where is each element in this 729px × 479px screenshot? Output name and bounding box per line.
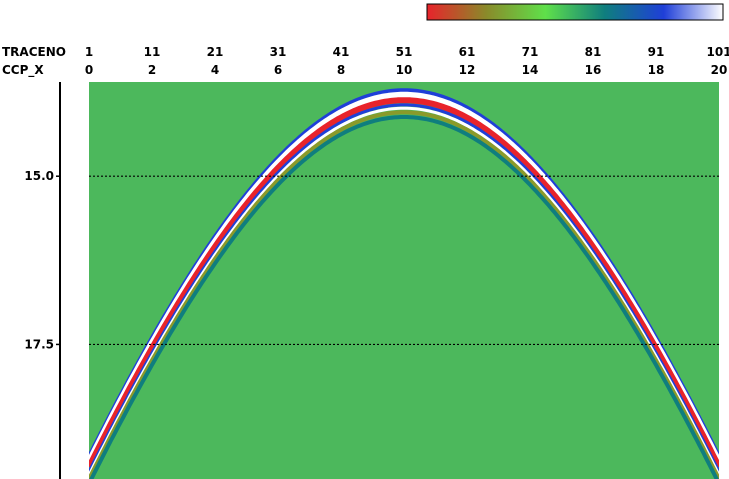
traceno-tick-label: 61 xyxy=(459,45,476,59)
colorbar xyxy=(426,3,724,21)
traceno-tick-label: 21 xyxy=(207,45,224,59)
ccp-x-tick-label: 8 xyxy=(337,63,345,77)
traceno-tick-label: 51 xyxy=(396,45,413,59)
ccp-x-tick-label: 16 xyxy=(585,63,602,77)
y-tick-label: 17.5 xyxy=(24,337,54,351)
ccp-x-tick-label: 18 xyxy=(648,63,665,77)
ccp-x-tick-label: 12 xyxy=(459,63,476,77)
event-band-teal xyxy=(89,115,719,479)
seismic-events xyxy=(89,88,719,479)
traceno-tick-label: 41 xyxy=(333,45,350,59)
event-band-blue-inner xyxy=(89,103,719,473)
grid-lines xyxy=(89,175,719,346)
ccp-x-tick-label: 10 xyxy=(396,63,413,77)
traceno-tick-label: 1 xyxy=(85,45,93,59)
ccp-x-tick-label: 2 xyxy=(148,63,156,77)
plot-background xyxy=(89,82,719,479)
y-tick-labels: 15.0 17.5 xyxy=(24,169,60,351)
event-band-white-inner xyxy=(89,106,719,476)
ccp-x-tick-label: 6 xyxy=(274,63,282,77)
traceno-tick-label: 91 xyxy=(648,45,665,59)
ccp-x-tick-label: 0 xyxy=(85,63,93,77)
traceno-tick-label: 11 xyxy=(144,45,161,59)
ccp-x-tick-label: 14 xyxy=(522,63,539,77)
traceno-tick-label: 101 xyxy=(706,45,729,59)
ccp-x-tick-label: 20 xyxy=(711,63,728,77)
traceno-tick-label: 81 xyxy=(585,45,602,59)
event-band-yellow xyxy=(89,110,719,479)
traceno-tick-label: 71 xyxy=(522,45,539,59)
ccp-x-tick-label: 4 xyxy=(211,63,219,77)
y-tick-label: 15.0 xyxy=(24,169,54,183)
ccpx-axis-label: CCP_X xyxy=(2,63,44,78)
event-band-red xyxy=(89,97,719,469)
traceno-tick-label: 31 xyxy=(270,45,287,59)
traceno-axis-label: TRACENO xyxy=(2,45,66,59)
